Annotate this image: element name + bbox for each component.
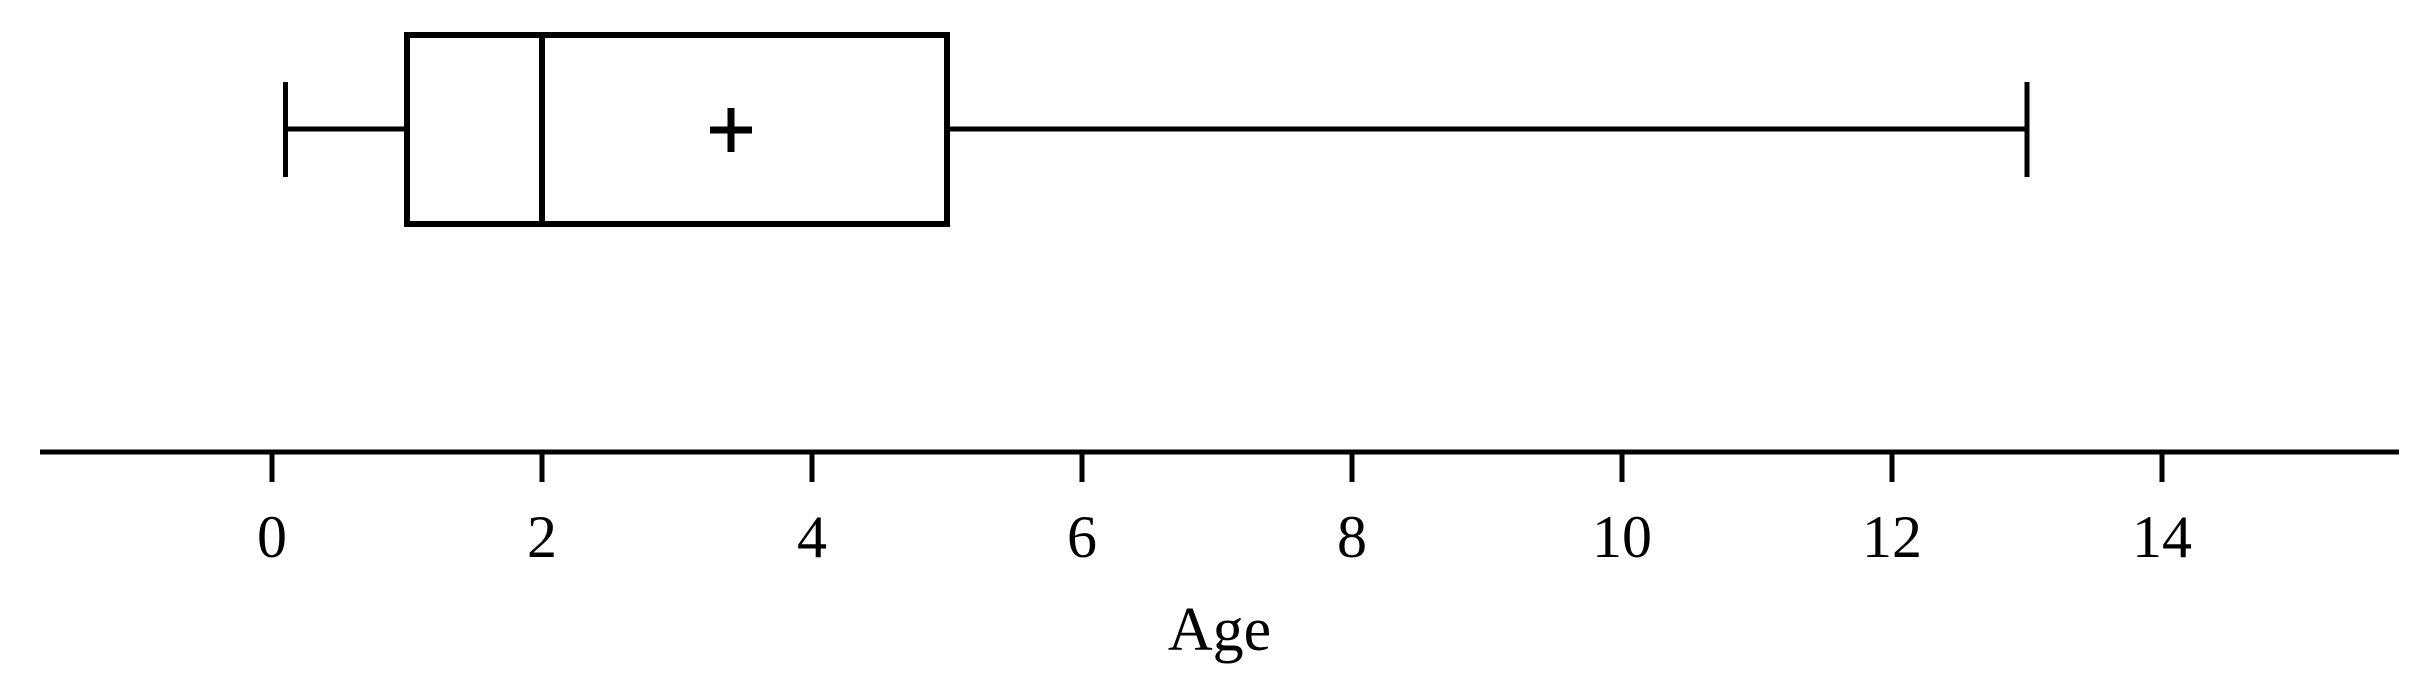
axis-tick-label: 6 [1067, 504, 1097, 570]
axis-tick-label: 8 [1337, 504, 1367, 570]
axis-tick-label: 2 [527, 504, 557, 570]
axis-ticks-group: 0 2 4 6 8 10 12 14 [257, 452, 2192, 570]
axis-tick-label: 0 [257, 504, 287, 570]
axis-tick-label: 4 [797, 504, 827, 570]
axis-tick-label: 12 [1862, 504, 1922, 570]
axis-tick-label: 10 [1592, 504, 1652, 570]
axis-tick-label: 14 [2132, 504, 2192, 570]
iqr-box [404, 32, 950, 227]
x-axis-label: Age [1168, 596, 1271, 664]
